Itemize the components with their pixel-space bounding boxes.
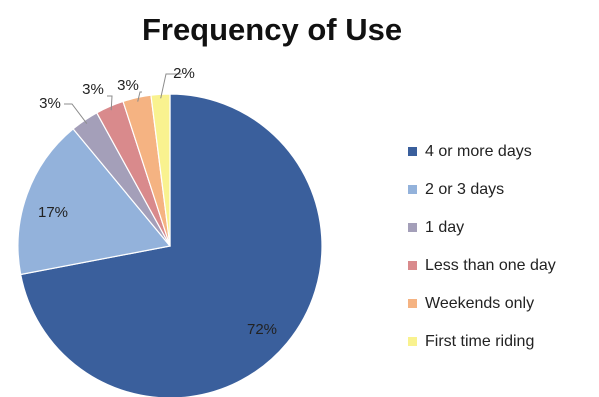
legend: 4 or more days 2 or 3 days 1 day Less than … [408, 143, 556, 350]
leader-line-first-time-riding [160, 73, 182, 99]
legend-swatch-weekends-only [408, 299, 417, 308]
leader-line-less-than-one-day [107, 95, 113, 111]
legend-label-1-day: 1 day [425, 219, 464, 236]
data-label-first-time-riding: 2% [173, 65, 195, 82]
data-label-2-or-3-days: 17% [38, 204, 68, 221]
leader-line-weekends-only [137, 91, 142, 102]
pie-slice-2-or-3-days [17, 128, 172, 276]
chart-title: Frequency of Use [142, 12, 402, 47]
data-label-weekends-only: 3% [117, 77, 139, 94]
legend-swatch-first-time-riding [408, 337, 417, 346]
pie-slices [17, 93, 323, 397]
leader-lines [64, 73, 182, 124]
legend-label-less-than-one-day: Less than one day [425, 257, 556, 274]
legend-swatch-4-or-more-days [408, 147, 417, 156]
data-label-1-day: 3% [39, 95, 61, 112]
leader-line-1-day [64, 103, 88, 124]
pie-slice-first-time-riding [150, 93, 171, 247]
legend-label-weekends-only: Weekends only [425, 295, 534, 312]
data-labels: 72% 17% 3% 3% 3% 2% [38, 65, 277, 338]
legend-swatch-less-than-one-day [408, 261, 417, 270]
data-label-less-than-one-day: 3% [82, 81, 104, 98]
legend-label-first-time-riding: First time riding [425, 333, 534, 350]
legend-swatch-1-day [408, 223, 417, 232]
legend-swatch-2-or-3-days [408, 185, 417, 194]
legend-label-4-or-more-days: 4 or more days [425, 143, 532, 160]
data-label-4-or-more-days: 72% [247, 321, 277, 338]
pie-slice-4-or-more-days [19, 93, 323, 397]
legend-label-2-or-3-days: 2 or 3 days [425, 181, 504, 198]
